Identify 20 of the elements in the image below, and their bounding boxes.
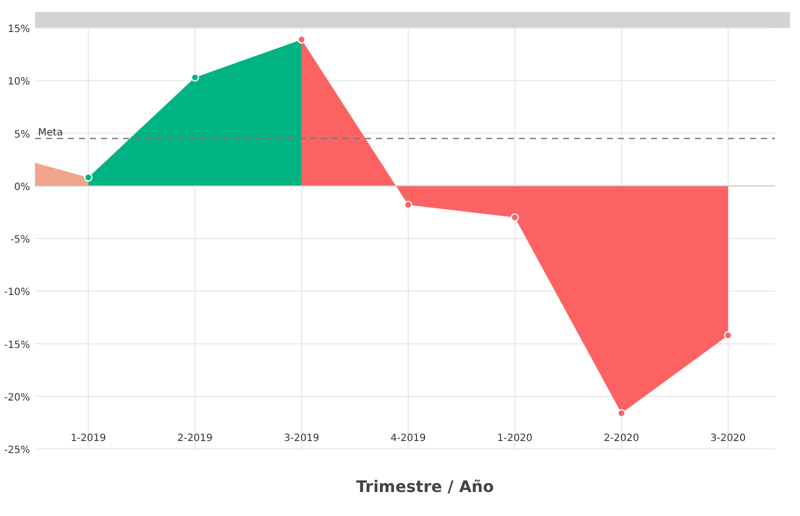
- y-tick-label: 15%: [8, 24, 30, 35]
- y-tick-label: -25%: [4, 445, 30, 456]
- x-tick-label: 4-2019: [390, 433, 426, 444]
- y-tick-label: -10%: [4, 287, 30, 298]
- x-tick-label: 1-2019: [70, 433, 106, 444]
- x-tick-label: 2-2020: [604, 433, 640, 444]
- y-tick-label: 10%: [8, 76, 30, 88]
- x-tick-label: 3-2020: [710, 433, 746, 444]
- x-tick-label: 1-2020: [497, 433, 533, 444]
- y-tick-label: -15%: [4, 340, 30, 351]
- y-tick-label: -5%: [10, 234, 30, 246]
- point: [510, 213, 519, 222]
- y-tick-label: 0%: [14, 182, 30, 193]
- x-tick-label: 3-2019: [284, 433, 320, 444]
- y-tick-label: -20%: [4, 392, 30, 404]
- point: [404, 200, 412, 209]
- x-tick-label: 2-2019: [177, 433, 213, 444]
- ref-line-label: Meta: [38, 128, 63, 139]
- y-tick-label: 5%: [14, 129, 30, 140]
- x-axis-title: Trimestre / Año: [356, 477, 494, 496]
